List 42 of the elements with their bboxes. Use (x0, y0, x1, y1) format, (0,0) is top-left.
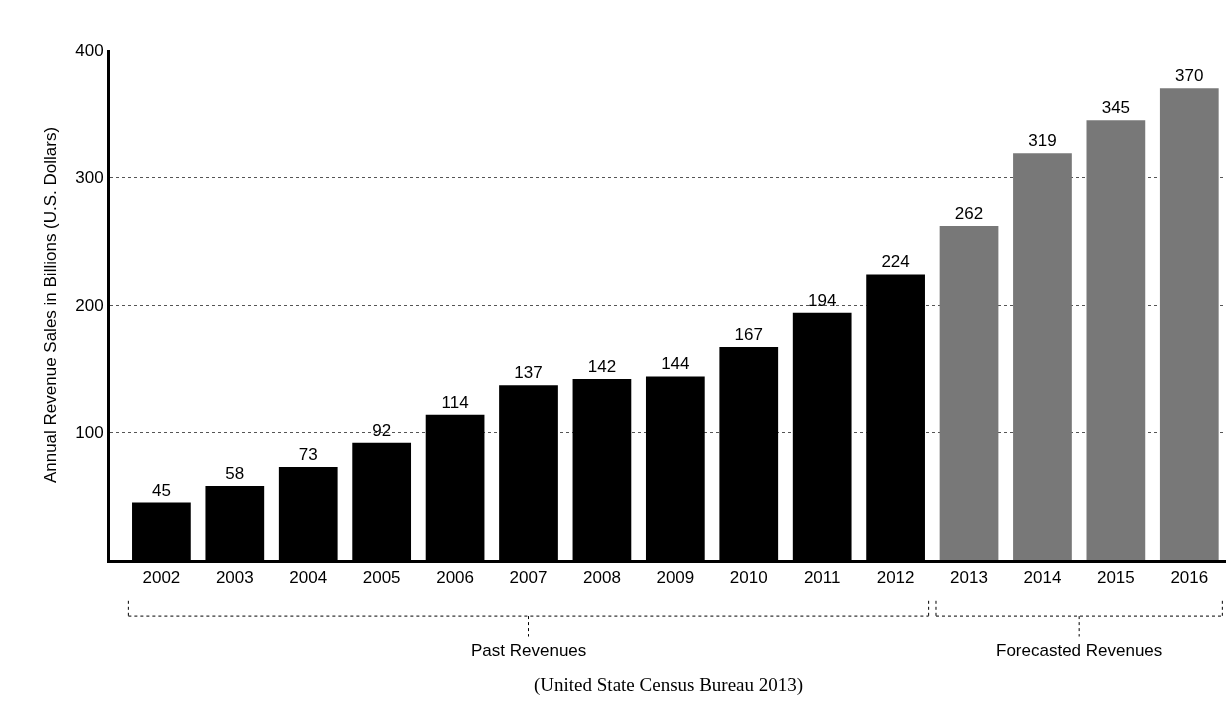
x-tick-label: 2011 (803, 568, 841, 588)
data-label: 224 (881, 252, 910, 272)
text: Forecasted Revenues (996, 641, 1163, 660)
x-tick-label: 2010 (729, 568, 768, 588)
data-label: 58 (225, 464, 245, 484)
x-tick-label: 2016 (1170, 568, 1209, 588)
data-label: 345 (1101, 98, 1131, 118)
data-label: 144 (661, 354, 690, 374)
x-tick-label: 2012 (876, 568, 915, 588)
bar (1013, 153, 1072, 560)
data-label: 370 (1175, 66, 1204, 86)
x-tick-label: 2009 (656, 568, 695, 588)
y-tick-label: 100 (75, 423, 104, 443)
data-label: 194 (808, 290, 837, 310)
x-tick-label: 2008 (583, 568, 621, 588)
data-label: 92 (372, 420, 392, 440)
y-tick-label: 200 (75, 295, 104, 315)
data-label: 142 (587, 356, 617, 376)
text: (United State Census Bureau 2013) (534, 674, 804, 696)
bar (1086, 120, 1146, 560)
y-tick-label: 400 (75, 40, 104, 60)
data-label: 167 (734, 325, 763, 345)
x-tick-label: 2002 (142, 568, 181, 588)
x-tick-label: 2003 (215, 568, 254, 588)
data-label: 319 (1028, 131, 1057, 151)
x-tick-label: 2004 (289, 568, 328, 588)
data-label: 114 (441, 392, 469, 412)
data-label: 137 (514, 363, 543, 383)
y-axis-title: Annual Revenue Sales in Billions (U.S. Dollars) (40, 126, 60, 484)
x-tick-label: 2014 (1023, 568, 1062, 588)
data-label: 262 (954, 203, 984, 223)
bar (939, 225, 999, 560)
y-tick-label: 300 (75, 168, 104, 188)
data-label: 45 (151, 480, 171, 500)
x-tick-label: 2015 (1096, 568, 1135, 588)
x-tick-label: 2005 (362, 568, 401, 588)
x-tick-label: 2006 (436, 568, 474, 588)
text: Past Revenues (471, 641, 587, 660)
bar (1159, 88, 1219, 560)
data-label: 73 (298, 444, 318, 464)
x-tick-label: 2007 (509, 568, 548, 588)
x-tick-label: 2013 (950, 568, 988, 588)
